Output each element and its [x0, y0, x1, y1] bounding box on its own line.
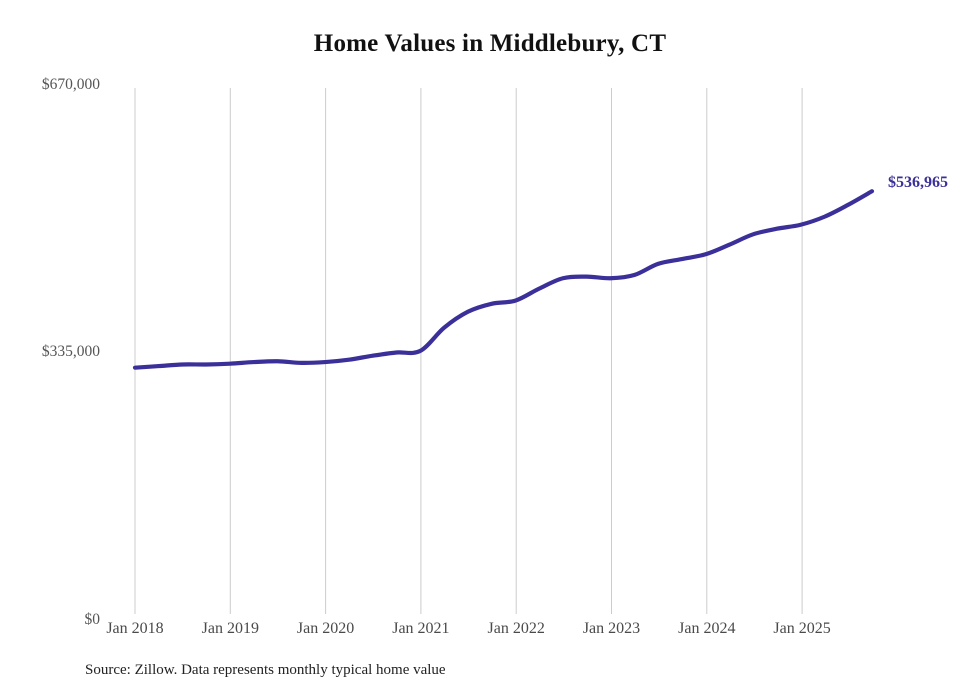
latest-value-annotation: $536,965	[888, 174, 948, 191]
gridlines	[134, 88, 803, 614]
x-axis-tick-label: Jan 2025	[773, 620, 831, 637]
x-axis-tick-label: Jan 2023	[582, 620, 641, 637]
y-axis-label-bottom: $0	[84, 611, 101, 628]
source-note: Source: Zillow. Data represents monthly …	[85, 662, 446, 678]
value-line	[132, 189, 875, 370]
y-axis-label-top: $670,000	[41, 76, 100, 93]
page-title: Home Values in Middlebury, CT	[313, 30, 667, 57]
x-axis-tick-label: Jan 2021	[392, 620, 450, 637]
x-axis-tick-label: Jan 2020	[296, 620, 355, 637]
y-axis-label-mid: $335,000	[41, 343, 100, 360]
x-axis-tick-label: Jan 2018	[106, 620, 164, 637]
x-axis-tick-label: Jan 2022	[487, 620, 545, 637]
x-axis-tick-label: Jan 2024	[678, 620, 736, 637]
x-axis-tick-label: Jan 2019	[201, 620, 259, 637]
